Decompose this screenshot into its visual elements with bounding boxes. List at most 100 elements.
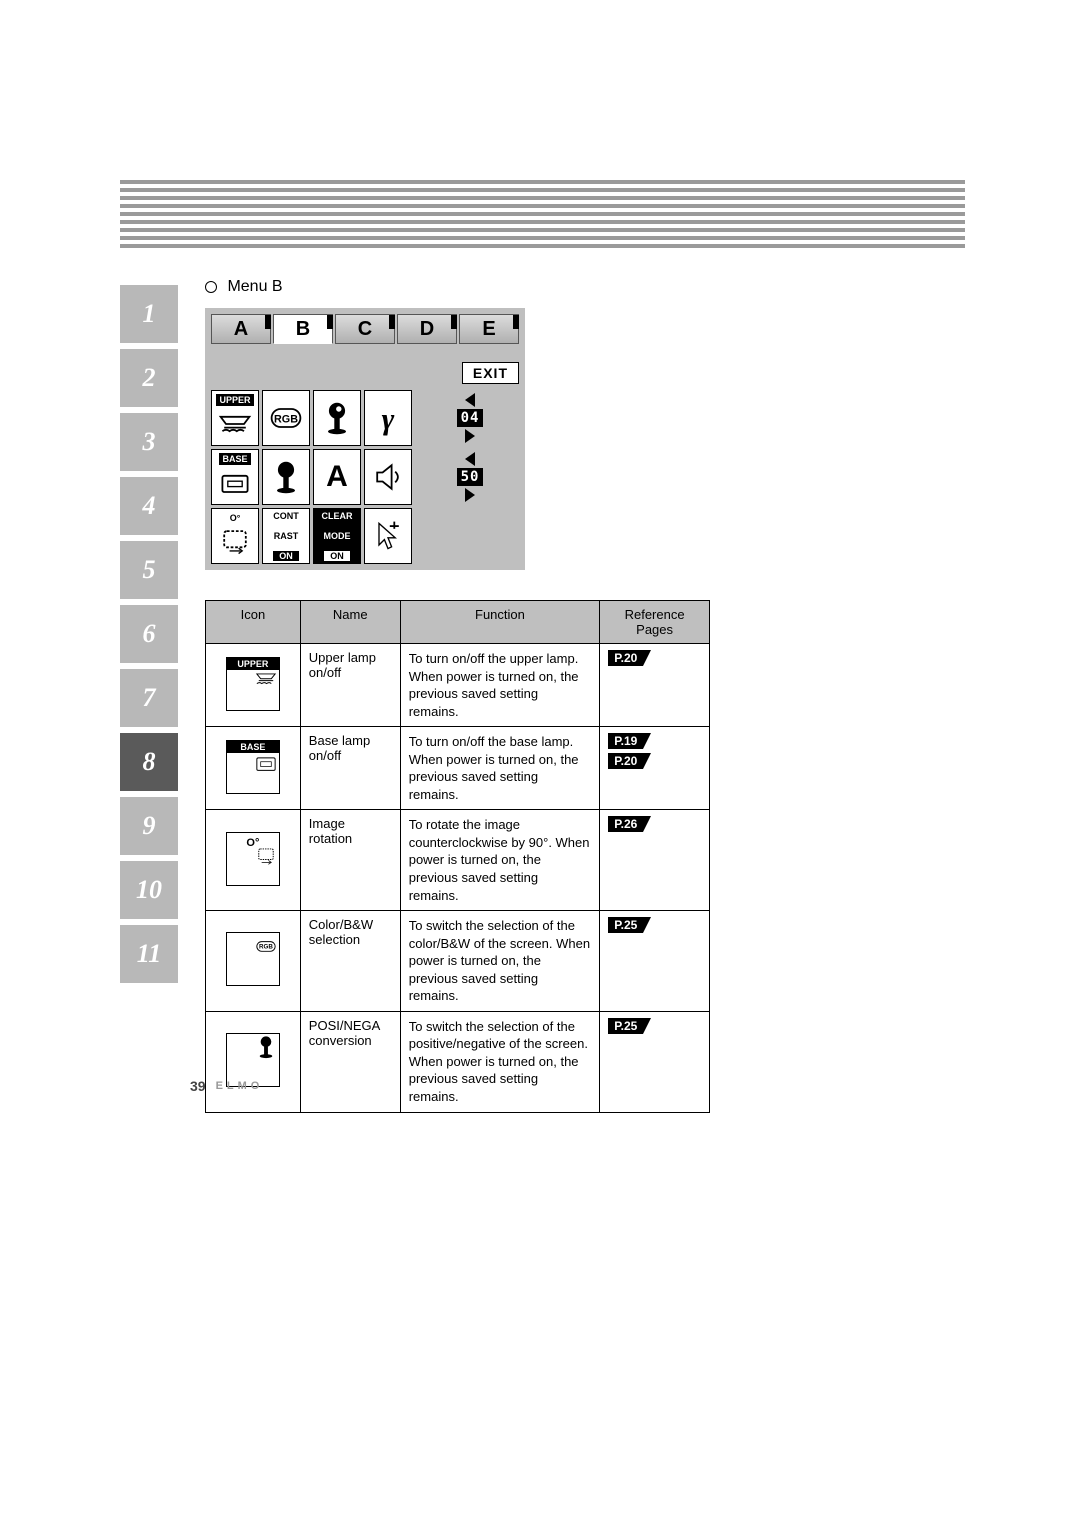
menu-b-label: Menu B — [205, 278, 765, 296]
table-row: RGB Color/B&W selectionTo switch the sele… — [206, 911, 710, 1012]
name-cell: Color/B&W selection — [300, 911, 400, 1012]
table-header: Function — [400, 601, 599, 644]
page-reference-tag[interactable]: P.20 — [608, 650, 643, 666]
contrast-mid: RAST — [274, 531, 299, 541]
osd-tab-B[interactable]: B — [273, 314, 333, 344]
table-row: UPPER Upper lamp on/offTo turn on/off the… — [206, 644, 710, 727]
reference-cell: P.25 — [600, 911, 710, 1012]
name-cell: POSI/NEGA conversion — [300, 1011, 400, 1112]
upper-icon: UPPER — [226, 657, 280, 711]
gamma-value: 04 — [457, 409, 484, 427]
function-cell: To switch the selection of the color/B&W… — [400, 911, 599, 1012]
volume-value: 50 — [457, 468, 484, 486]
header-stripes — [120, 180, 965, 252]
chapter-tab-3[interactable]: 3 — [120, 413, 178, 471]
chapter-tab-5[interactable]: 5 — [120, 541, 178, 599]
osd-tab-C[interactable]: C — [335, 314, 395, 344]
contrast-cell[interactable]: CONT RAST ON — [262, 508, 310, 564]
page-reference-tag[interactable]: P.20 — [608, 753, 643, 769]
page-footer: 39 ELMO — [190, 1078, 263, 1094]
reference-cell: P.20 — [600, 644, 710, 727]
contrast-top: CONT — [273, 511, 299, 521]
chapter-tab-6[interactable]: 6 — [120, 605, 178, 663]
chapter-tab-9[interactable]: 9 — [120, 797, 178, 855]
base-lamp-icon — [217, 465, 253, 501]
name-cell: Base lamp on/off — [300, 727, 400, 810]
rotate-icon: O° — [226, 832, 280, 886]
volume-cell[interactable] — [364, 449, 412, 505]
table-header: Reference Pages — [600, 601, 710, 644]
right-arrow-icon[interactable] — [465, 429, 475, 443]
left-arrow-icon[interactable] — [465, 452, 475, 466]
page-reference-tag[interactable]: P.19 — [608, 733, 643, 749]
contrast-bot: ON — [273, 551, 299, 561]
gamma-cell[interactable]: γ — [364, 390, 412, 446]
page-content: Menu B ABCDE EXIT UPPER RGB γ 04 — [205, 278, 765, 1113]
svg-text:RGB: RGB — [274, 414, 298, 426]
rotate-cell[interactable]: O° — [211, 508, 259, 564]
chapter-tab-7[interactable]: 7 — [120, 669, 178, 727]
tree-icon — [319, 400, 355, 436]
brand-logo: ELMO — [216, 1080, 264, 1092]
upper-lamp-cell[interactable]: UPPER — [211, 390, 259, 446]
osd-tab-E[interactable]: E — [459, 314, 519, 344]
svg-text:γ: γ — [382, 402, 395, 436]
clear-bot: ON — [324, 551, 350, 561]
chapter-tab-11[interactable]: 11 — [120, 925, 178, 983]
volume-spinner[interactable]: 50 — [415, 449, 525, 505]
base-lamp-label: BASE — [219, 453, 250, 465]
chapter-tabs: 1 2 3 4 5 6 7 8 9 10 11 — [120, 285, 180, 989]
icon-cell — [206, 1011, 301, 1112]
tree-icon — [268, 459, 304, 495]
chapter-tab-2[interactable]: 2 — [120, 349, 178, 407]
chapter-tab-8[interactable]: 8 — [120, 733, 178, 791]
icon-cell: O° — [206, 810, 301, 911]
osd-grid: UPPER RGB γ 04 BASE — [211, 390, 519, 564]
table-header: Icon — [206, 601, 301, 644]
text-cell[interactable]: A — [313, 449, 361, 505]
reference-cell: P.26 — [600, 810, 710, 911]
chapter-tab-1[interactable]: 1 — [120, 285, 178, 343]
icon-cell: BASE — [206, 727, 301, 810]
reference-cell: P.25 — [600, 1011, 710, 1112]
chapter-tab-10[interactable]: 10 — [120, 861, 178, 919]
osd-tab-D[interactable]: D — [397, 314, 457, 344]
speaker-icon — [370, 459, 406, 495]
menu-label-text: Menu B — [227, 278, 282, 295]
base-icon: BASE — [226, 740, 280, 794]
posinega-cell-2[interactable] — [262, 449, 310, 505]
reference-cell: P.19 P.20 — [600, 727, 710, 810]
table-row: O°Image rotationTo rotate the image coun… — [206, 810, 710, 911]
rotate-label: O° — [230, 513, 241, 523]
right-arrow-icon[interactable] — [465, 488, 475, 502]
page-reference-tag[interactable]: P.25 — [608, 917, 643, 933]
function-cell: To turn on/off the base lamp. When power… — [400, 727, 599, 810]
table-row: BASE Base lamp on/offTo turn on/off the b… — [206, 727, 710, 810]
chapter-tab-4[interactable]: 4 — [120, 477, 178, 535]
rotate-icon — [217, 523, 253, 559]
gamma-icon: γ — [370, 400, 406, 436]
osd-tab-A[interactable]: A — [211, 314, 271, 344]
exit-button[interactable]: EXIT — [462, 362, 519, 384]
base-lamp-cell[interactable]: BASE — [211, 449, 259, 505]
rgb-cell[interactable]: RGB — [262, 390, 310, 446]
name-cell: Upper lamp on/off — [300, 644, 400, 727]
page-number: 39 — [190, 1078, 206, 1094]
left-arrow-icon[interactable] — [465, 393, 475, 407]
function-cell: To turn on/off the upper lamp. When powe… — [400, 644, 599, 727]
gamma-spinner[interactable]: 04 — [415, 390, 525, 446]
page-reference-tag[interactable]: P.25 — [608, 1018, 643, 1034]
clear-mode-cell[interactable]: CLEAR MODE ON — [313, 508, 361, 564]
rgb-icon: RGB — [268, 400, 304, 436]
rgb-icon: RGB — [226, 932, 280, 986]
reference-table: IconNameFunctionReference Pages UPPERUpp… — [205, 600, 710, 1113]
function-cell: To switch the selection of the positive/… — [400, 1011, 599, 1112]
circle-bullet-icon — [205, 281, 217, 293]
posinega-cell[interactable] — [313, 390, 361, 446]
osd-tab-row: ABCDE — [211, 314, 519, 344]
page-reference-tag[interactable]: P.26 — [608, 816, 643, 832]
upper-lamp-label: UPPER — [216, 394, 253, 406]
text-a-label: A — [326, 460, 348, 494]
svg-text:RGB: RGB — [259, 944, 273, 951]
pointer-cell[interactable] — [364, 508, 412, 564]
